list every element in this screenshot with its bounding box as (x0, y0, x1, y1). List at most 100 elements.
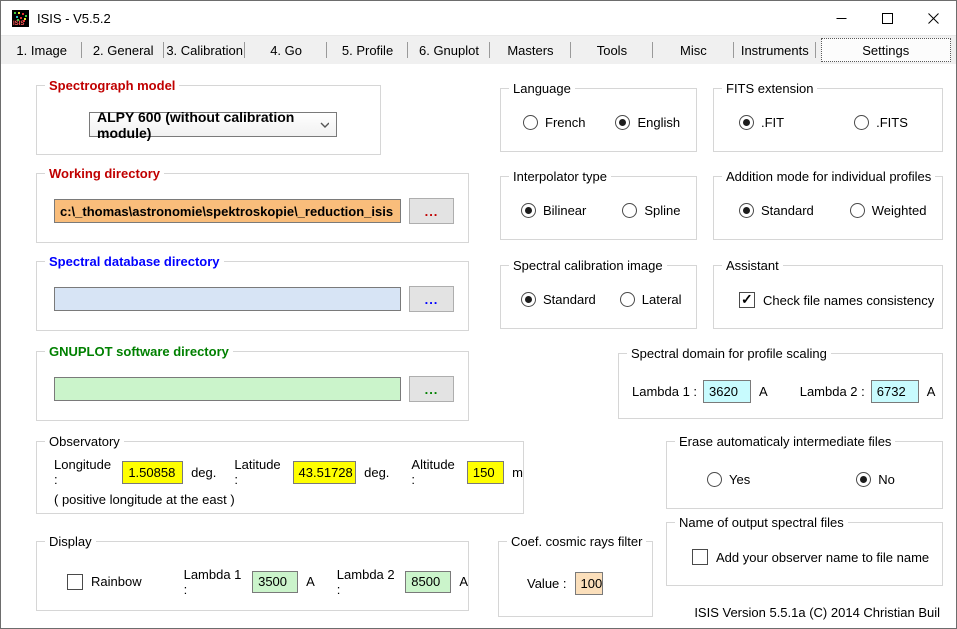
group-gnuplot-directory: GNUPLOT software directory ... (36, 344, 469, 421)
display-lambda1-input[interactable]: 3500 (252, 570, 299, 593)
rainbow-checkbox[interactable]: Rainbow (67, 573, 142, 590)
altitude-input[interactable]: 150 (466, 460, 505, 484)
radio-icon (622, 203, 638, 218)
dropdown-value: ALPY 600 (without calibration module) (97, 108, 295, 141)
tab-strip: 1. Image 2. General 3. Calibration 4. Go… (1, 35, 956, 64)
group-title: Addition mode for individual profiles (722, 169, 936, 184)
tab-label: 3. Calibration (166, 42, 243, 58)
tab-misc[interactable]: Misc (653, 36, 735, 64)
group-assistant: Assistant Check file names consistency (713, 258, 943, 329)
tab-calibration[interactable]: 3. Calibration (164, 36, 246, 64)
checkbox-label: Check file names consistency (763, 292, 935, 308)
tab-image[interactable]: 1. Image (1, 36, 83, 64)
group-title: Spectrograph model (45, 78, 180, 93)
lambda1-label: Lambda 1 : (632, 384, 698, 399)
tab-instruments[interactable]: Instruments (734, 36, 816, 64)
radio-selected-icon (521, 203, 536, 218)
gnuplot-browse-button[interactable]: ... (409, 376, 454, 402)
group-working-directory: Working directory c:\_thomas\astronomie\… (36, 166, 469, 243)
radio-fits[interactable]: .FITS (854, 115, 908, 130)
add-observer-name-checkbox[interactable]: Add your observer name to file name (692, 549, 929, 565)
tab-gnuplot[interactable]: 6. Gnuplot (408, 36, 491, 64)
radio-label: .FIT (761, 115, 785, 130)
group-title: Spectral domain for profile scaling (627, 346, 831, 361)
radio-french[interactable]: French (523, 115, 585, 130)
radio-yes[interactable]: Yes (707, 472, 750, 487)
spectrograph-model-dropdown[interactable]: ALPY 600 (without calibration module) (89, 109, 337, 141)
group-spectral-calibration-image: Spectral calibration image Standard Late… (500, 258, 697, 329)
radio-icon (854, 115, 870, 130)
radio-standard-addition[interactable]: Standard (739, 203, 814, 218)
maximize-button[interactable] (864, 1, 910, 35)
radio-label: Bilinear (543, 203, 587, 218)
radio-selected-icon (615, 115, 631, 130)
radio-standard-calibration[interactable]: Standard (521, 292, 596, 307)
group-title: Name of output spectral files (675, 515, 848, 530)
radio-label: No (878, 472, 895, 487)
working-directory-input[interactable]: c:\_thomas\astronomie\spektroskopie\_red… (54, 199, 401, 223)
domain-lambda2-input[interactable]: 6732 (870, 380, 919, 403)
radio-label: Standard (543, 292, 596, 307)
group-spectrograph-model: Spectrograph model ALPY 600 (without cal… (36, 78, 381, 155)
group-title: Assistant (722, 258, 783, 273)
check-file-names-checkbox[interactable]: Check file names consistency (739, 291, 935, 308)
group-title: Erase automaticaly intermediate files (675, 434, 896, 449)
radio-label: Yes (729, 472, 751, 487)
radio-no[interactable]: No (856, 472, 895, 487)
radio-icon (849, 203, 865, 218)
radio-selected-icon (739, 115, 754, 130)
tab-settings[interactable]: Settings (820, 38, 951, 62)
group-output-spectral-files: Name of output spectral files Add your o… (666, 515, 943, 586)
longitude-note: ( positive longitude at the east ) (54, 492, 235, 507)
domain-lambda1-input[interactable]: 3620 (703, 380, 752, 403)
tab-profile[interactable]: 5. Profile (327, 36, 409, 64)
radio-english[interactable]: English (615, 115, 680, 130)
window-title: ISIS - V5.5.2 (37, 10, 111, 26)
tab-general[interactable]: 2. General (82, 36, 165, 64)
longitude-input[interactable]: 1.50858 (122, 460, 184, 484)
spectral-database-browse-button[interactable]: ... (409, 286, 454, 312)
group-title: Coef. cosmic rays filter (507, 534, 647, 549)
tab-label: 5. Profile (341, 42, 394, 58)
radio-weighted[interactable]: Weighted (849, 203, 926, 218)
close-button[interactable] (910, 1, 956, 35)
longitude-unit: deg. (191, 464, 217, 480)
radio-selected-icon (856, 472, 872, 487)
working-directory-browse-button[interactable]: ... (409, 198, 454, 224)
tab-go[interactable]: 4. Go (245, 36, 328, 64)
latitude-unit: deg. (364, 464, 390, 480)
lambda2-label: Lambda 2 : (799, 384, 865, 399)
group-title: Language (509, 81, 575, 96)
tab-label: Tools (596, 42, 628, 58)
tab-label: Instruments (740, 42, 809, 58)
value-label: Value : (527, 576, 567, 591)
radio-bilinear[interactable]: Bilinear (521, 203, 586, 218)
latitude-input[interactable]: 43.51728 (292, 460, 357, 484)
minimize-icon (836, 17, 846, 19)
tab-label: Settings (862, 42, 910, 58)
group-fits-extension: FITS extension .FIT .FITS (713, 81, 943, 152)
group-language: Language French English (500, 81, 697, 152)
logo-text: ISIS (13, 21, 25, 27)
spectral-database-input[interactable] (54, 287, 401, 311)
gnuplot-directory-input[interactable] (54, 377, 401, 401)
radio-spline[interactable]: Spline (622, 203, 681, 218)
tab-label: 6. Gnuplot (418, 42, 479, 58)
group-title: Spectral database directory (45, 254, 224, 269)
tab-tools[interactable]: Tools (571, 36, 654, 64)
tab-label: 4. Go (270, 42, 302, 58)
group-display: Display Rainbow Lambda 1 : 3500 A Lambda… (36, 534, 469, 611)
caption-buttons (818, 1, 956, 35)
longitude-label: Longitude : (54, 457, 112, 487)
tab-masters[interactable]: Masters (490, 36, 572, 64)
group-title: Observatory (45, 434, 124, 449)
maximize-icon (881, 12, 893, 24)
radio-lateral[interactable]: Lateral (619, 292, 682, 307)
minimize-button[interactable] (818, 1, 864, 35)
display-lambda2-input[interactable]: 8500 (405, 570, 452, 593)
cosmic-filter-value-input[interactable]: 100 (574, 572, 603, 595)
altitude-unit: m (512, 464, 524, 480)
checkbox-icon (67, 573, 83, 590)
radio-fit[interactable]: .FIT (739, 115, 784, 130)
